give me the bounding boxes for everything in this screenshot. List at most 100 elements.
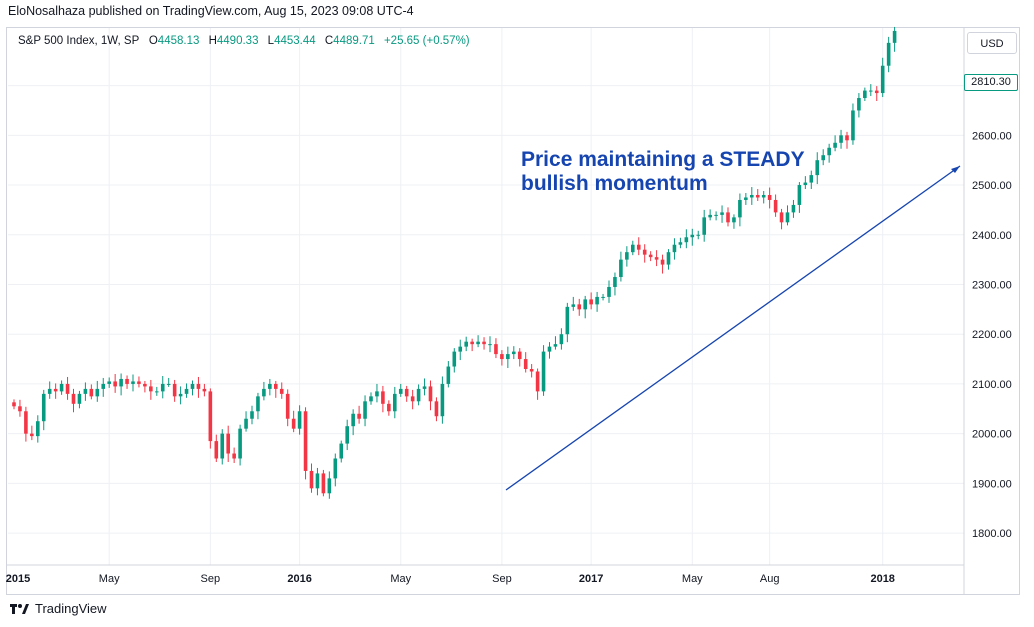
candle [60, 380, 64, 394]
candle [857, 93, 861, 117]
candle [518, 348, 522, 366]
candle [185, 383, 189, 397]
y-tick-label: 2500.00 [972, 180, 1012, 192]
candle [643, 244, 647, 262]
y-tick-label: 2400.00 [972, 230, 1012, 242]
candle [625, 246, 629, 266]
candle [607, 281, 611, 303]
candles-layer [12, 27, 896, 499]
candle [845, 132, 849, 149]
candle [744, 193, 748, 205]
candle [815, 152, 819, 184]
candle [464, 337, 468, 351]
candle [458, 340, 462, 360]
candle [363, 395, 367, 426]
price-chart[interactable]: 1800.001900.002000.002100.002200.002300.… [0, 0, 1034, 627]
candle [256, 393, 260, 419]
high-label: H [209, 35, 217, 47]
candle [881, 58, 885, 97]
candle [649, 251, 653, 261]
candle [131, 374, 135, 391]
x-tick-label: 2017 [579, 573, 603, 585]
candle [238, 425, 242, 466]
candle [244, 411, 248, 431]
candle [875, 86, 879, 101]
candle [631, 241, 635, 255]
candle [339, 441, 343, 463]
candle [685, 229, 689, 248]
candle [149, 380, 153, 400]
symbol-name: S&P 500 Index, 1W, SP [18, 35, 139, 47]
symbol-legend: S&P 500 Index, 1W, SP O4458.13 H4490.33 … [18, 35, 470, 47]
candle [328, 471, 332, 498]
candle [577, 299, 581, 316]
candle [637, 237, 641, 255]
candle [702, 210, 706, 242]
candle [601, 294, 605, 300]
change-value: +25.65 (+0.57%) [384, 35, 470, 47]
candle [613, 273, 617, 296]
close-value: 4489.71 [333, 35, 375, 47]
x-tick-label: Sep [201, 573, 221, 585]
candle [792, 200, 796, 218]
candle [387, 400, 391, 415]
candle [500, 350, 504, 365]
candle [506, 347, 510, 368]
footer-brand[interactable]: TradingView [10, 601, 107, 616]
candle [768, 188, 772, 209]
close-label: C [325, 35, 333, 47]
candle [524, 352, 528, 372]
trendline [506, 166, 960, 490]
candle [798, 182, 802, 213]
candle [893, 27, 897, 52]
candle [203, 384, 207, 396]
x-tick-label: Sep [492, 573, 512, 585]
candle [494, 338, 498, 358]
candle [226, 426, 230, 462]
candle [530, 364, 534, 377]
candle [536, 369, 540, 400]
y-tick-label: 2300.00 [972, 279, 1012, 291]
candle [399, 384, 403, 397]
candle [36, 415, 40, 442]
candle [24, 407, 28, 442]
candle [708, 209, 712, 220]
candle [488, 336, 492, 352]
candle [661, 255, 665, 274]
candle [310, 463, 314, 492]
candle [595, 292, 599, 312]
y-tick-label: 2000.00 [972, 429, 1012, 441]
candle [583, 296, 587, 318]
candle [810, 171, 814, 189]
candle [804, 176, 808, 189]
trendline-layer [506, 166, 960, 490]
last-price-label: 2810.30 [964, 74, 1018, 91]
candle [369, 392, 373, 404]
candle [429, 380, 433, 410]
currency-button[interactable]: USD [967, 32, 1017, 54]
candle [298, 405, 302, 434]
annotation-line-2: bullish momentum [521, 172, 708, 195]
candle [589, 292, 593, 309]
candle [179, 386, 183, 404]
candle [30, 426, 34, 440]
candle [345, 420, 349, 450]
high-value: 4490.33 [217, 35, 259, 47]
candle [292, 411, 296, 432]
x-tick-label: Aug [760, 573, 780, 585]
annotation-line-1: Price maintaining a STEADY [521, 148, 805, 171]
candle [411, 390, 415, 409]
candle [435, 397, 439, 421]
candle [173, 380, 177, 402]
candle [750, 187, 754, 205]
open-value: 4458.13 [158, 35, 200, 47]
candle [548, 342, 552, 358]
candle [220, 429, 224, 464]
candle [696, 231, 700, 239]
candle [393, 387, 397, 418]
candle [470, 339, 474, 351]
candle [762, 191, 766, 203]
candle [453, 348, 457, 372]
tradingview-logo-icon [10, 603, 30, 615]
candle [780, 209, 784, 229]
